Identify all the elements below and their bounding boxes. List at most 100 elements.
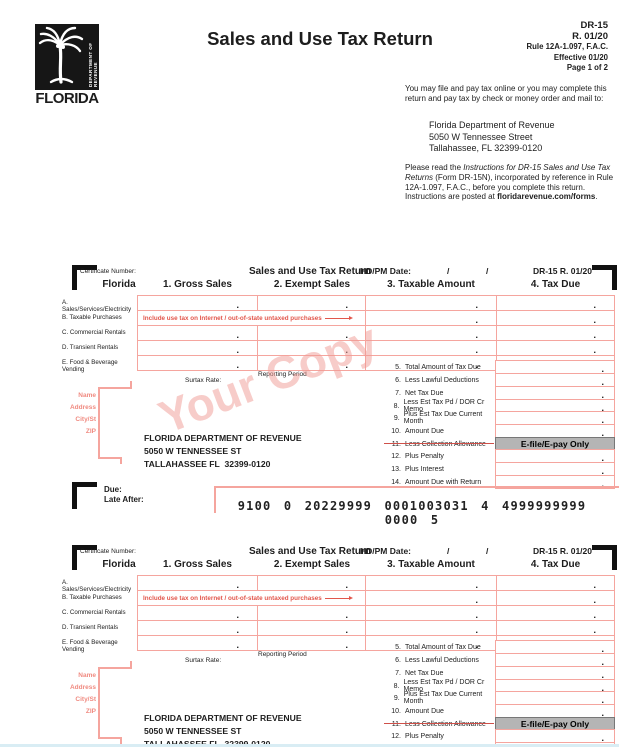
decimal-dot: . <box>475 345 478 355</box>
address-bracket <box>98 387 100 459</box>
reporting-period-label: Reporting Period <box>258 371 307 378</box>
decimal-dot: . <box>601 708 604 718</box>
field-a-tax-due[interactable]: . <box>496 295 615 311</box>
field-line7[interactable]: . <box>495 386 615 400</box>
line-number: 12. <box>391 732 401 740</box>
line9-label: 9. Plus Est Tax Due Current Month <box>388 411 494 425</box>
surtax-rate-label: Surtax Rate: <box>185 377 222 384</box>
form-revision: R. 01/20 <box>572 30 608 42</box>
field-d-tax-due[interactable]: . <box>496 340 615 356</box>
decimal-dot: . <box>236 330 239 340</box>
decimal-dot: . <box>601 377 604 387</box>
mail-address-line: 5050 W Tennessee Street <box>429 131 533 142</box>
field-line12[interactable]: . <box>495 449 615 463</box>
decimal-dot: . <box>475 330 478 340</box>
field-e-gross-sales[interactable]: . <box>137 355 258 371</box>
field-b-tax-due[interactable]: . <box>496 310 615 326</box>
form-number: DR-15 <box>580 20 608 31</box>
address-bracket <box>120 737 122 744</box>
field-e-exempt-sales[interactable]: . <box>257 355 367 371</box>
field-e-taxable-amount[interactable]: . <box>365 635 497 651</box>
field-line5[interactable]: . <box>495 360 615 374</box>
field-e-exempt-sales[interactable]: . <box>257 635 367 651</box>
field-e-gross-sales[interactable]: . <box>137 635 258 651</box>
field-a-gross-sales[interactable]: . <box>137 575 258 591</box>
field-b-taxable-amount[interactable]: . <box>365 590 497 606</box>
line-text: Plus Est Tax Due Current Month <box>403 691 483 705</box>
coupon-form-code: DR-15 R. 01/20 <box>532 546 592 556</box>
coupon-title: Sales and Use Tax Return <box>248 546 372 557</box>
column-header-taxable-amount: 3. Taxable Amount <box>387 559 475 570</box>
decimal-dot: . <box>345 330 348 340</box>
field-line9[interactable]: . <box>495 691 615 705</box>
field-d-tax-due[interactable]: . <box>496 620 615 636</box>
address-bracket <box>98 457 122 459</box>
field-c-gross-sales[interactable]: . <box>137 325 258 341</box>
line10-label: 10. Amount Due <box>388 424 494 438</box>
decimal-dot: . <box>345 300 348 310</box>
decimal-dot: . <box>601 695 604 705</box>
dor-address-line: TALLAHASSEE FL 32399-0120 <box>144 739 271 747</box>
field-line7[interactable]: . <box>495 666 615 680</box>
row-label-a: A. Sales/Services/Electricity <box>62 579 132 593</box>
field-c-taxable-amount[interactable]: . <box>365 605 497 621</box>
instr-text: . <box>595 192 598 202</box>
column-header-exempt-sales: 2. Exempt Sales <box>273 279 351 290</box>
decimal-dot: . <box>601 657 604 667</box>
line8-label: 8. Less Est Tax Pd / DOR Cr Memo <box>388 679 494 693</box>
field-a-exempt-sales[interactable]: . <box>257 295 367 311</box>
decimal-dot: . <box>601 466 604 476</box>
decimal-dot: . <box>601 644 604 654</box>
field-line5[interactable]: . <box>495 640 615 654</box>
read-instructions-paragraph: Please read the Instructions for DR-15 S… <box>405 163 619 202</box>
column-header-tax-due: 4. Tax Due <box>530 279 581 290</box>
address-bracket <box>98 387 132 389</box>
palm-tree-icon <box>38 26 84 84</box>
dor-address-line: FLORIDA DEPARTMENT OF REVENUE <box>144 433 302 443</box>
field-line12[interactable]: . <box>495 729 615 743</box>
line-text: Net Tax Due <box>405 669 444 677</box>
line-text: Amount Due <box>405 427 444 435</box>
column-header-tax-due: 4. Tax Due <box>530 559 581 570</box>
field-d-taxable-amount[interactable]: . <box>365 620 497 636</box>
field-line6[interactable]: . <box>495 373 615 387</box>
field-a-tax-due[interactable]: . <box>496 575 615 591</box>
line-number: 10. <box>391 707 401 715</box>
decimal-dot: . <box>475 595 478 605</box>
field-d-gross-sales[interactable]: . <box>137 340 258 356</box>
coupon-form-code: DR-15 R. 01/20 <box>532 266 592 276</box>
field-c-gross-sales[interactable]: . <box>137 605 258 621</box>
use-tax-arrow-icon <box>324 597 349 599</box>
dor-return-address: FLORIDA DEPARTMENT OF REVENUE 5050 W TEN… <box>144 432 384 471</box>
field-c-exempt-sales[interactable]: . <box>257 605 367 621</box>
field-b-tax-due[interactable]: . <box>496 590 615 606</box>
row-label-c: C. Commercial Rentals <box>62 329 126 336</box>
line-text: Less Est Tax Pd / DOR Cr Memo <box>403 679 485 693</box>
line-number: 5. <box>395 643 401 651</box>
field-c-tax-due[interactable]: . <box>496 605 615 621</box>
addressee-zip-label: ZIP <box>85 428 96 435</box>
field-line10[interactable]: . <box>495 704 615 718</box>
field-c-tax-due[interactable]: . <box>496 325 615 341</box>
use-tax-note-cell: Include use tax on Internet / out-of-sta… <box>137 590 367 606</box>
field-a-taxable-amount[interactable]: . <box>365 575 497 591</box>
field-d-gross-sales[interactable]: . <box>137 620 258 636</box>
field-a-gross-sales[interactable]: . <box>137 295 258 311</box>
field-line6[interactable]: . <box>495 653 615 667</box>
row-label-c: C. Commercial Rentals <box>62 609 126 616</box>
row-label-d: D. Transient Rentals <box>62 624 119 631</box>
field-line13[interactable]: . <box>495 462 615 476</box>
line-number: 11. <box>391 440 401 448</box>
tax-return-coupon-2: Certificate Number: Florida Sales and Us… <box>0 545 619 747</box>
detach-line <box>214 486 216 513</box>
field-line10[interactable]: . <box>495 424 615 438</box>
line5-label: 5. Total Amount of Tax Due <box>388 640 494 654</box>
line6-label: 6. Less Lawful Deductions <box>388 653 494 667</box>
field-e-taxable-amount[interactable]: . <box>365 355 497 371</box>
field-line14[interactable]: . <box>495 475 615 489</box>
field-d-exempt-sales[interactable]: . <box>257 620 367 636</box>
form-meta-block: DR-15 R. 01/20 Rule 12A-1.097, F.A.C. Ef… <box>420 20 608 74</box>
decimal-dot: . <box>601 390 604 400</box>
field-line9[interactable]: . <box>495 411 615 425</box>
field-a-exempt-sales[interactable]: . <box>257 575 367 591</box>
